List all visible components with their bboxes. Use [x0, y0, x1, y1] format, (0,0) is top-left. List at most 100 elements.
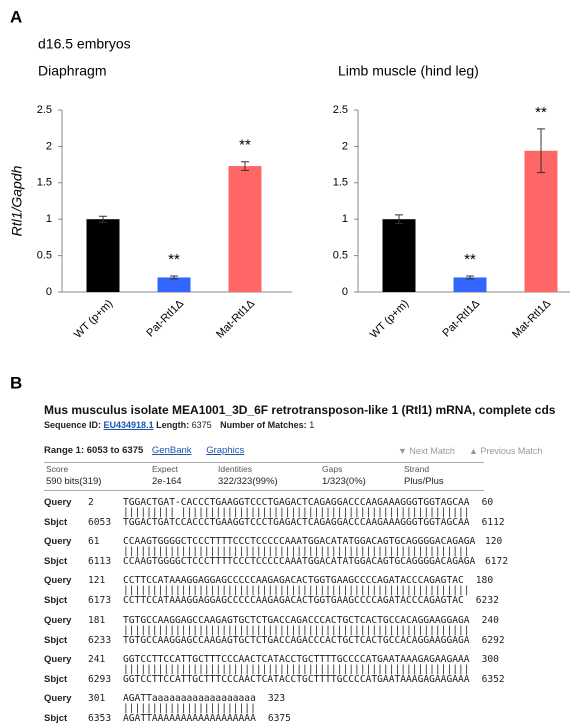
- link[interactable]: Graphics: [206, 445, 245, 456]
- query-label: Query: [44, 575, 72, 587]
- match-line: ||||||||||||||||||||||||||||||||||||||||…: [123, 546, 470, 558]
- stats-table: Score 590 bits(319) Expect 2e-164 Identities…: [44, 462, 484, 491]
- bar: [228, 166, 262, 292]
- match-line: ||||||||| ||||||||||||||||||||||||||||||…: [123, 507, 470, 518]
- stat-header: Strand: [404, 464, 430, 474]
- range-row: Range 1: 6053 to 6375 GenBank Graphics: [44, 445, 244, 456]
- sbjct-seq: GGTCCTTCCATTGCTTTCCCAACTCATACCTGCTTTTGCC…: [123, 673, 470, 685]
- error-bar: [395, 214, 403, 225]
- significance: **: [168, 251, 180, 268]
- query-label: Query: [44, 536, 72, 548]
- query-seq: TGGACTGAT-CACCCTGAAGGTCCCTGAGACTCAGAGGAC…: [123, 497, 470, 508]
- stat-header: Identities: [218, 464, 253, 474]
- x-tick-label: Mat-Rtl1Δ: [214, 297, 258, 341]
- sbjct-end: 6172: [485, 556, 509, 568]
- sbjct-start: 6113: [88, 556, 112, 568]
- value: 6375: [191, 420, 212, 430]
- y-tick-label: 2.5: [333, 104, 348, 116]
- query-label: Query: [44, 614, 72, 626]
- sbjct-end: 6112: [481, 517, 505, 528]
- x-tick-label: Mat-Rtl1Δ: [510, 297, 554, 341]
- query-start: 61: [88, 536, 100, 548]
- query-label: Query: [44, 497, 72, 508]
- y-axis-label: Rtl1/Gapdh: [9, 165, 25, 236]
- match-line: |||||||||||||||||||||||: [123, 703, 256, 714]
- query-start: 2: [88, 497, 94, 508]
- stat-value: 590 bits(319): [46, 476, 102, 487]
- sbjct-start: 6353: [88, 713, 112, 724]
- next-match[interactable]: ▼ Next Match: [398, 446, 455, 456]
- y-tick-label: 1.5: [37, 177, 52, 189]
- match-line: ||||||||||||||||||||||||||||||||||||||||…: [123, 585, 470, 597]
- sbjct-label: Sbjct: [44, 517, 68, 528]
- label: Number of Matches:: [220, 420, 307, 430]
- query-seq: TGTGCCAAGGAGCCAAGAGTGCTCTGACCAGACCCACTGC…: [123, 614, 470, 626]
- error-bar: [537, 128, 545, 174]
- x-tick-label: WT (p+m): [72, 298, 115, 341]
- sbjct-label: Sbjct: [44, 634, 68, 646]
- x-tick-label: WT (p+m): [368, 298, 411, 341]
- stat-header: Gaps: [322, 464, 343, 474]
- x-tick-label: Pat-Rtl1Δ: [440, 297, 482, 339]
- query-seq: CCTTCCATAAAGGAGGAGCCCCCAAGAGACACTGGTGAAG…: [123, 575, 464, 587]
- panel-label: B: [10, 373, 22, 392]
- error-bar: [170, 275, 178, 280]
- bar: [86, 219, 120, 292]
- sbjct-label: Sbjct: [44, 595, 68, 607]
- query-end: 60: [481, 497, 494, 508]
- y-tick-label: 0.5: [333, 250, 348, 262]
- sbjct-seq: CCAAGTGGGGCTCCCTTTTCCCTCCCCCAAATGGACATAT…: [123, 556, 476, 568]
- query-start: 181: [88, 614, 106, 626]
- bar: [453, 277, 487, 292]
- bar: [157, 277, 191, 292]
- error-bar: [241, 161, 249, 171]
- sbjct-start: 6233: [88, 634, 112, 646]
- x-tick-label: Pat-Rtl1Δ: [144, 297, 186, 339]
- sbjct-end: 6375: [267, 713, 291, 724]
- stat-header: Score: [46, 464, 69, 474]
- query-seq: CCAAGTGGGGCTCCCTTTTCCCTCCCCCAAATGGACATAT…: [123, 536, 476, 548]
- error-bar: [466, 275, 474, 280]
- sbjct-start: 6053: [88, 517, 112, 528]
- sbjct-label: Sbjct: [44, 556, 68, 568]
- panel-label: A: [10, 7, 22, 26]
- y-tick-label: 0.5: [37, 250, 52, 262]
- query-seq: AGATTaaaaaaaaaaaaaaaaaa: [123, 693, 256, 704]
- sbjct-label: Sbjct: [44, 713, 68, 724]
- subtitle: d16.5 embryos: [38, 36, 131, 52]
- y-tick-label: 2: [46, 140, 52, 152]
- query-label: Query: [44, 693, 72, 704]
- y-tick-label: 0: [342, 286, 348, 298]
- link[interactable]: GenBank: [151, 445, 192, 456]
- sbjct-end: 6232: [475, 595, 499, 607]
- y-tick-label: 1.5: [333, 177, 348, 189]
- query-start: 241: [88, 653, 106, 665]
- query-end: 323: [267, 693, 286, 704]
- query-label: Query: [44, 653, 72, 665]
- sbjct-end: 6352: [481, 673, 505, 685]
- bar: [382, 219, 416, 292]
- query-start: 121: [88, 575, 106, 587]
- sbjct-seq: TGGACTGATCCACCCTGAAGGTCCCTGAGACTCAGAGGAC…: [123, 517, 470, 528]
- link[interactable]: EU434918.1: [103, 420, 154, 430]
- label: Length:: [156, 420, 190, 430]
- stat-header: Expect: [152, 464, 178, 474]
- range: Range 1: 6053 to 6375: [44, 445, 144, 456]
- y-tick-label: 1: [46, 213, 52, 225]
- value: 1: [309, 420, 315, 430]
- previous-match[interactable]: ▲ Previous Match: [469, 446, 543, 456]
- sequence-info: Sequence ID: EU434918.1 Length: 6375 Num…: [44, 420, 314, 430]
- sbjct-seq: AGATTAAAAAAAAAAAAAAAAAA: [123, 713, 256, 724]
- query-end: 240: [481, 614, 499, 626]
- sbjct-end: 6292: [481, 634, 505, 646]
- query-end: 180: [475, 575, 494, 587]
- stat-value: 2e-164: [152, 476, 182, 487]
- chart-title: Diaphragm: [38, 63, 106, 79]
- chart-title: Limb muscle (hind leg): [338, 63, 479, 79]
- y-tick-label: 2.5: [37, 104, 52, 116]
- match-line: ||||||||||||||||||||||||||||||||||||||||…: [123, 663, 470, 675]
- stat-value: Plus/Plus: [404, 476, 444, 487]
- sbjct-label: Sbjct: [44, 673, 68, 685]
- stat-value: 1/323(0%): [322, 476, 366, 487]
